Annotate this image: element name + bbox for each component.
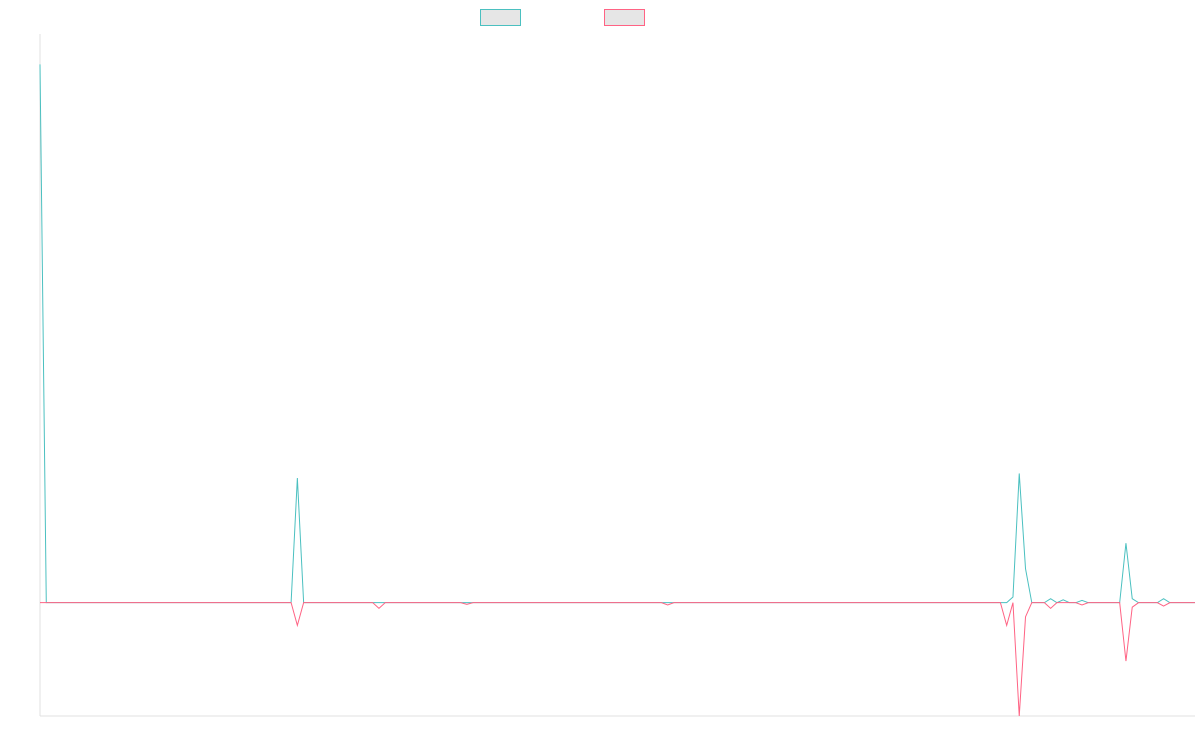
legend-swatch-2: [604, 9, 645, 26]
axes: [39, 34, 1195, 717]
series-1-points: [40, 64, 1195, 602]
series-layer: [39, 64, 1195, 717]
series-2-points: [40, 603, 1195, 716]
series-line-1: [39, 64, 1195, 604]
series-line-2: [40, 602, 1195, 717]
legend-swatch-1: [480, 9, 521, 26]
legend: [480, 9, 645, 26]
